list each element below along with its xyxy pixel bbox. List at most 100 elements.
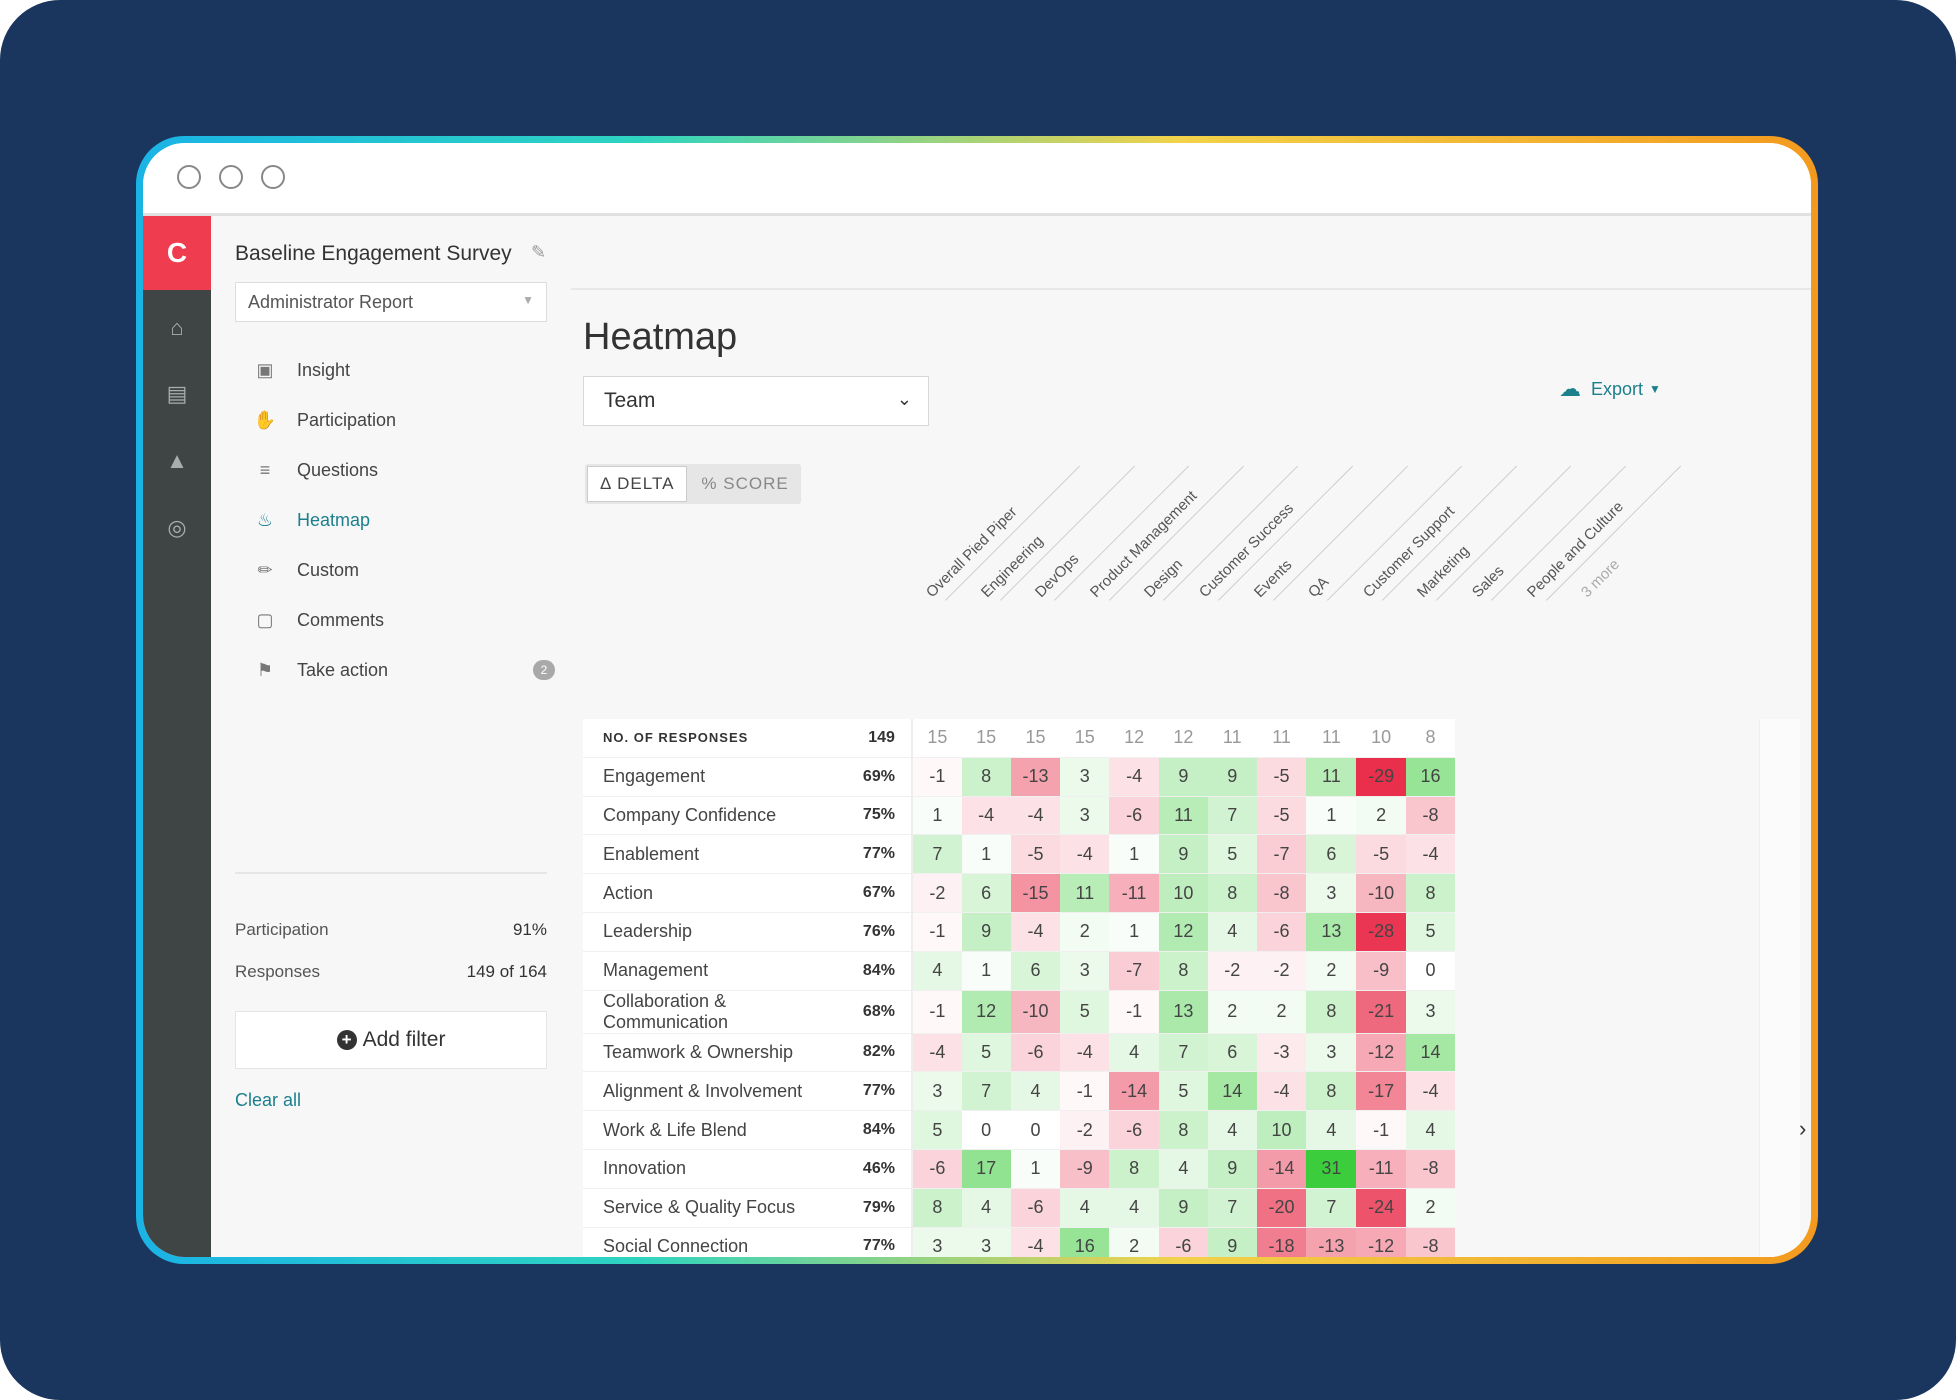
heat-cell[interactable]: 8: [961, 756, 1011, 797]
nav-item-questions[interactable]: ≡ Questions: [251, 450, 551, 490]
group-select[interactable]: Team ⌄: [583, 376, 929, 426]
table-row[interactable]: Engagement 69% -1 8 -13 3 -4 9 9 -5 11 -29 16: [583, 756, 1455, 797]
heat-cell[interactable]: 3: [911, 1226, 962, 1257]
heat-cell[interactable]: 3: [1306, 873, 1357, 913]
nav-item-custom[interactable]: ✏ Custom: [251, 550, 551, 590]
heat-cell[interactable]: -5: [1010, 834, 1061, 874]
heat-cell[interactable]: 5: [1159, 1071, 1208, 1111]
heat-cell[interactable]: -12: [1356, 1226, 1407, 1257]
heat-cell[interactable]: 1: [1010, 1148, 1061, 1189]
heat-cell[interactable]: 4: [1159, 1148, 1208, 1189]
heat-cell[interactable]: 13: [1159, 989, 1208, 1034]
heat-cell[interactable]: -4: [1109, 756, 1160, 797]
heat-cell[interactable]: -6: [1256, 911, 1307, 952]
report-select[interactable]: Administrator Report ▼: [235, 282, 547, 322]
heat-cell[interactable]: 2: [1109, 1226, 1160, 1257]
heat-cell[interactable]: 9: [1207, 756, 1257, 797]
heat-cell[interactable]: 7: [1207, 1187, 1257, 1228]
heat-cell[interactable]: -5: [1256, 756, 1307, 797]
heat-cell[interactable]: 2: [1406, 1187, 1455, 1228]
table-row[interactable]: Enablement 77% 7 1 -5 -4 1 9 5 -7 6 -5 -4: [583, 834, 1455, 874]
heat-cell[interactable]: -29: [1356, 756, 1407, 797]
heat-cell[interactable]: 5: [961, 1032, 1011, 1072]
heat-cell[interactable]: -4: [1256, 1071, 1307, 1111]
heat-cell[interactable]: 3: [1306, 1032, 1357, 1072]
heat-cell[interactable]: 8: [1207, 873, 1257, 913]
heat-cell[interactable]: -8: [1406, 1148, 1455, 1189]
heat-cell[interactable]: 5: [1060, 989, 1110, 1034]
heat-cell[interactable]: 5: [1207, 834, 1257, 874]
heat-cell[interactable]: -7: [1109, 950, 1160, 991]
table-row[interactable]: Teamwork & Ownership 82% -4 5 -6 -4 4 7 6 -3 3 -12 1…: [583, 1032, 1455, 1072]
nav-item-take-action[interactable]: ⚑ Take action 2: [251, 650, 555, 690]
heat-cell[interactable]: 5: [1406, 911, 1455, 952]
heat-cell[interactable]: -4: [1010, 911, 1061, 952]
heat-cell[interactable]: 2: [1207, 989, 1257, 1034]
heat-cell[interactable]: 2: [1306, 950, 1357, 991]
heat-cell[interactable]: -4: [1060, 834, 1110, 874]
heat-cell[interactable]: -4: [1406, 1071, 1455, 1111]
heat-cell[interactable]: 7: [1207, 795, 1257, 835]
heat-cell[interactable]: 1: [1306, 795, 1357, 835]
heat-cell[interactable]: 8: [1159, 950, 1208, 991]
heat-cell[interactable]: 5: [911, 1110, 962, 1150]
heat-cell[interactable]: -6: [911, 1148, 962, 1189]
heat-cell[interactable]: -24: [1356, 1187, 1407, 1228]
heat-cell[interactable]: 9: [1159, 1187, 1208, 1228]
heat-cell[interactable]: -12: [1356, 1032, 1407, 1072]
nav-item-participation[interactable]: ✋ Participation: [251, 400, 551, 440]
heat-cell[interactable]: 12: [1159, 911, 1208, 952]
heat-cell[interactable]: -3: [1256, 1032, 1307, 1072]
add-filter-button[interactable]: + Add filter: [235, 1011, 547, 1069]
heat-cell[interactable]: -10: [1010, 989, 1061, 1034]
heat-cell[interactable]: 4: [911, 950, 962, 991]
heat-cell[interactable]: 3: [1060, 950, 1110, 991]
heat-cell[interactable]: -1: [911, 989, 962, 1034]
heat-cell[interactable]: 1: [1109, 834, 1160, 874]
heat-cell[interactable]: 2: [1060, 911, 1110, 952]
heat-cell[interactable]: 4: [1207, 911, 1257, 952]
table-row[interactable]: Collaboration & Communication 68% -1 12 -10 5…: [583, 989, 1455, 1034]
heat-cell[interactable]: 9: [1207, 1226, 1257, 1257]
heat-cell[interactable]: 17: [961, 1148, 1011, 1189]
export-button[interactable]: ☁ Export ▼: [1559, 376, 1661, 402]
table-row[interactable]: Social Connection 77% 3 3 -4 16 2 -6 9 -18 -13 -12-…: [583, 1226, 1455, 1257]
heat-cell[interactable]: -11: [1109, 873, 1160, 913]
heat-cell[interactable]: -6: [1010, 1187, 1061, 1228]
heat-cell[interactable]: -14: [1109, 1071, 1160, 1111]
heat-cell[interactable]: -13: [1306, 1226, 1357, 1257]
heat-cell[interactable]: -6: [1109, 795, 1160, 835]
table-row[interactable]: Service & Quality Focus 79% 8 4 -6 4 4 9 7 -20 7 -2…: [583, 1187, 1455, 1228]
table-row[interactable]: Work & Life Blend 84% 5 0 0 -2 -6 8 4 10 4 -1 4: [583, 1110, 1455, 1150]
heat-cell[interactable]: 8: [1306, 1071, 1357, 1111]
app-logo[interactable]: C: [143, 216, 211, 290]
table-row[interactable]: Alignment & Involvement 77% 3 7 4 -1 -14 5 14 -4 8…: [583, 1071, 1455, 1111]
heat-cell[interactable]: 3: [1060, 756, 1110, 797]
heat-cell[interactable]: 2: [1356, 795, 1407, 835]
heat-cell[interactable]: 10: [1159, 873, 1208, 913]
heat-cell[interactable]: 6: [1207, 1032, 1257, 1072]
heat-cell[interactable]: 4: [1060, 1187, 1110, 1228]
heat-cell[interactable]: 9: [1207, 1148, 1257, 1189]
heat-cell[interactable]: 11: [1159, 795, 1208, 835]
heat-cell[interactable]: -9: [1356, 950, 1407, 991]
table-row[interactable]: Innovation 46% -6 17 1 -9 8 4 9 -14 31 -11 -8: [583, 1148, 1455, 1189]
heat-cell[interactable]: 8: [1406, 873, 1455, 913]
heat-cell[interactable]: 4: [1207, 1110, 1257, 1150]
heat-cell[interactable]: 4: [1010, 1071, 1061, 1111]
heat-cell[interactable]: 9: [961, 911, 1011, 952]
lifebuoy-icon[interactable]: ◎: [167, 515, 187, 540]
heat-cell[interactable]: -6: [1010, 1032, 1061, 1072]
more-columns-label[interactable]: 3 more: [1578, 556, 1623, 601]
heat-cell[interactable]: 12: [961, 989, 1011, 1034]
heat-cell[interactable]: -11: [1356, 1148, 1407, 1189]
heat-cell[interactable]: -4: [1010, 1226, 1061, 1257]
table-row[interactable]: Company Confidence 75% 1 -4 -4 3 -6 11 7 -5 1 2 -8: [583, 795, 1455, 835]
heat-cell[interactable]: 7: [1159, 1032, 1208, 1072]
heat-cell[interactable]: 0: [961, 1110, 1011, 1150]
heat-cell[interactable]: -5: [1356, 834, 1407, 874]
heat-cell[interactable]: -8: [1406, 795, 1455, 835]
heat-cell[interactable]: -15: [1010, 873, 1061, 913]
heat-cell[interactable]: 4: [1306, 1110, 1357, 1150]
heat-cell[interactable]: 6: [961, 873, 1011, 913]
